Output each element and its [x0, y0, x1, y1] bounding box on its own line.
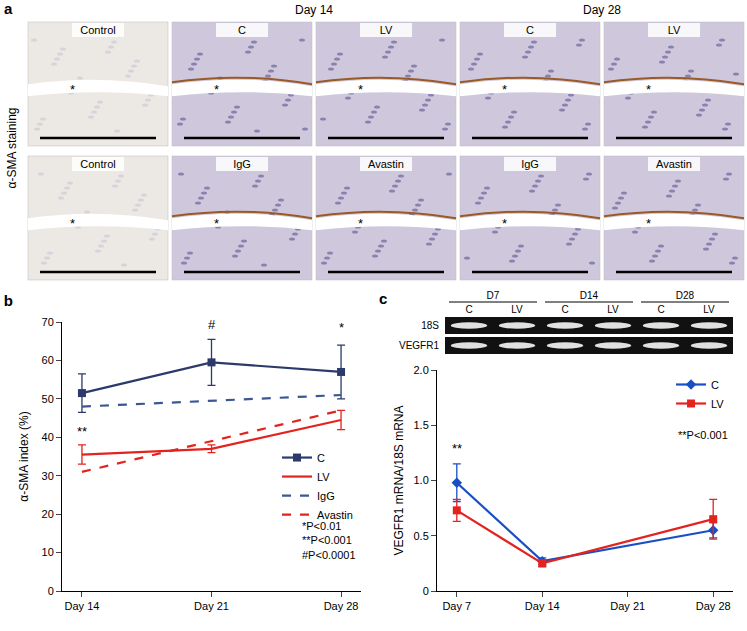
- svg-text:C: C: [238, 24, 246, 36]
- svg-text:*: *: [214, 216, 219, 231]
- svg-text:Day 7: Day 7: [442, 600, 471, 612]
- svg-text:*: *: [70, 82, 75, 97]
- svg-text:Day 14: Day 14: [525, 600, 560, 612]
- svg-text:*: *: [339, 320, 344, 335]
- svg-text:*: *: [502, 82, 507, 97]
- svg-text:*P<0.01**P<0.001#P<0.0001: *P<0.01**P<0.001#P<0.0001: [302, 520, 356, 561]
- svg-text:*: *: [502, 216, 507, 231]
- svg-text:Avastin: Avastin: [317, 509, 353, 521]
- svg-text:40: 40: [42, 431, 54, 443]
- svg-text:Control: Control: [80, 24, 115, 36]
- svg-text:*: *: [646, 82, 651, 97]
- svg-text:Day 14: Day 14: [295, 3, 333, 17]
- svg-text:Day 21: Day 21: [194, 600, 229, 612]
- svg-text:*: *: [646, 216, 651, 231]
- svg-text:c: c: [379, 290, 387, 307]
- svg-text:a: a: [4, 0, 13, 17]
- svg-text:LV: LV: [511, 304, 523, 315]
- svg-text:1.0: 1.0: [414, 474, 429, 486]
- svg-text:1.5: 1.5: [414, 419, 429, 431]
- svg-text:C: C: [317, 452, 325, 464]
- svg-text:b: b: [4, 292, 13, 309]
- svg-text:Day 28: Day 28: [583, 3, 621, 17]
- svg-text:20: 20: [42, 508, 54, 520]
- svg-text:0: 0: [423, 585, 429, 597]
- svg-text:D7: D7: [487, 290, 500, 301]
- svg-text:Control: Control: [80, 158, 115, 170]
- svg-text:*: *: [358, 82, 363, 97]
- svg-text:LV: LV: [711, 398, 724, 410]
- svg-text:10: 10: [42, 546, 54, 558]
- svg-text:18S: 18S: [421, 320, 439, 331]
- svg-text:**: **: [452, 441, 462, 456]
- svg-text:30: 30: [42, 470, 54, 482]
- svg-text:C: C: [526, 24, 534, 36]
- svg-text:C: C: [711, 379, 719, 391]
- svg-text:*: *: [214, 82, 219, 97]
- svg-text:VEGFR1 mRNA/18S mRNA: VEGFR1 mRNA/18S mRNA: [392, 405, 406, 555]
- svg-text:IgG: IgG: [521, 158, 539, 170]
- svg-text:2.0: 2.0: [414, 364, 429, 376]
- svg-text:α-SMA index (%): α-SMA index (%): [17, 411, 31, 501]
- svg-text:IgG: IgG: [317, 490, 335, 502]
- svg-text:**P<0.001: **P<0.001: [678, 429, 728, 441]
- svg-text:LV: LV: [380, 24, 393, 36]
- svg-text:#: #: [208, 317, 216, 332]
- svg-text:Day 28: Day 28: [696, 600, 731, 612]
- svg-text:LV: LV: [317, 471, 330, 483]
- svg-text:0.5: 0.5: [414, 530, 429, 542]
- svg-text:**: **: [77, 424, 87, 439]
- svg-text:*: *: [358, 216, 363, 231]
- svg-text:Avastin: Avastin: [656, 158, 692, 170]
- svg-text:LV: LV: [668, 24, 681, 36]
- svg-text:0: 0: [48, 585, 54, 597]
- svg-text:C: C: [465, 304, 472, 315]
- svg-text:α-SMA staining: α-SMA staining: [5, 108, 19, 189]
- svg-text:60: 60: [42, 354, 54, 366]
- svg-text:Avastin: Avastin: [368, 158, 404, 170]
- svg-text:LV: LV: [703, 304, 715, 315]
- svg-text:C: C: [657, 304, 664, 315]
- svg-text:C: C: [561, 304, 568, 315]
- svg-text:*: *: [70, 216, 75, 231]
- svg-text:IgG: IgG: [233, 158, 251, 170]
- svg-text:D28: D28: [676, 290, 695, 301]
- svg-text:LV: LV: [607, 304, 619, 315]
- svg-text:D14: D14: [580, 290, 599, 301]
- svg-text:VEGFR1: VEGFR1: [399, 340, 439, 351]
- svg-text:Day 14: Day 14: [65, 600, 100, 612]
- svg-text:70: 70: [42, 316, 54, 328]
- svg-text:Day 21: Day 21: [610, 600, 645, 612]
- svg-text:Day 28: Day 28: [324, 600, 359, 612]
- svg-text:50: 50: [42, 393, 54, 405]
